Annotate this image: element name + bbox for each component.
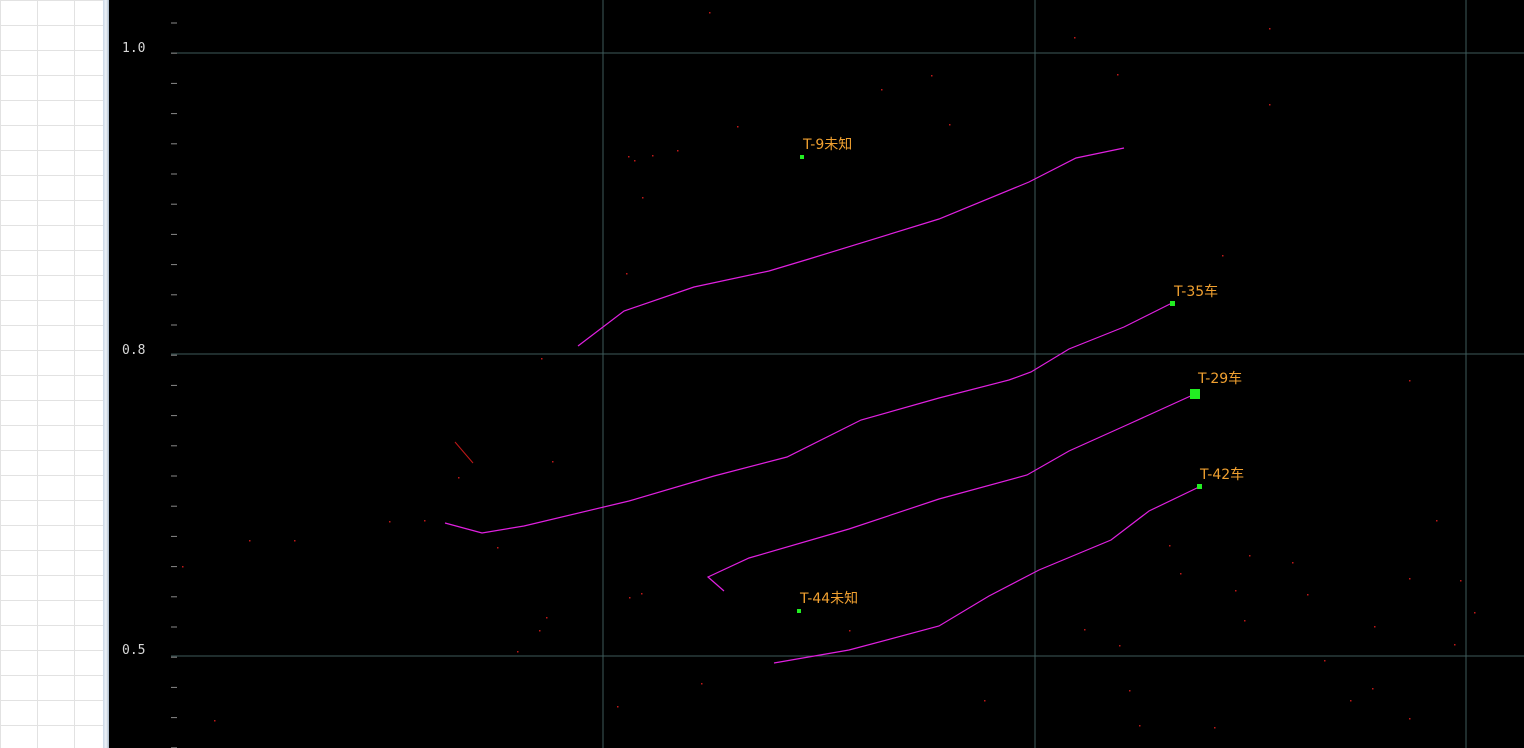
target-label-t29[interactable]: T-29车 [1197, 370, 1242, 387]
clutter-dot [1307, 594, 1309, 596]
clutter-dot [1249, 555, 1251, 557]
target-marker-t42[interactable] [1197, 484, 1202, 489]
clutter-dot [1117, 74, 1119, 76]
clutter-dot [701, 683, 703, 685]
clutter-dot [1222, 255, 1224, 257]
clutter-dot [1454, 644, 1456, 646]
y-tick-label: 0.8 [122, 343, 145, 358]
target-marker-t35[interactable] [1170, 301, 1175, 306]
clutter-dot [1269, 28, 1271, 30]
clutter-dot [1350, 700, 1352, 702]
target-label-t44[interactable]: T-44未知 [799, 590, 858, 607]
clutter-dot [626, 273, 628, 275]
clutter-dot [1436, 520, 1438, 522]
clutter-dot [737, 126, 739, 128]
clutter-dot [617, 706, 619, 708]
clutter-dot [949, 124, 951, 126]
clutter-dot [458, 477, 460, 479]
clutter-dot [1409, 578, 1411, 580]
clutter-dot [1214, 727, 1216, 729]
y-axis-minor-ticks [171, 22, 177, 748]
clutter-dot [1324, 660, 1326, 662]
target-label-t9[interactable]: T-9未知 [802, 136, 852, 153]
clutter-dot [709, 12, 711, 14]
radar-canvas[interactable]: 1.0 0.8 0.5 T-9未知 T-35车 T-29车 T-42车 T-44… [109, 0, 1524, 748]
clutter-dot [539, 630, 541, 632]
clutter-dot [1409, 718, 1411, 720]
target-label-t35[interactable]: T-35车 [1173, 283, 1218, 300]
clutter-dot [424, 520, 426, 522]
clutter-dot [1460, 580, 1462, 582]
clutter-dot [1180, 573, 1182, 575]
radar-clutter [182, 12, 1476, 729]
clutter-dot [931, 75, 933, 77]
track-trail-t9 [577, 147, 1125, 347]
target-marker-t29[interactable] [1190, 389, 1200, 399]
clutter-dot [1084, 629, 1086, 631]
clutter-dot [1074, 37, 1076, 39]
clutter-dot [541, 358, 543, 360]
target-marker-t9[interactable] [800, 155, 804, 159]
clutter-dot [1474, 612, 1476, 614]
clutter-dot [641, 593, 643, 595]
clutter-dot [1292, 562, 1294, 564]
clutter-dot [629, 597, 631, 599]
clutter-dot [652, 155, 654, 157]
clutter-dot [546, 617, 548, 619]
clutter-dot [294, 540, 296, 542]
clutter-dot [881, 89, 883, 91]
clutter-dot [1244, 620, 1246, 622]
clutter-dot [1374, 626, 1376, 628]
clutter-dot [849, 630, 851, 632]
clutter-dot [182, 566, 184, 568]
clutter-dot [1129, 690, 1131, 692]
radar-plot[interactable]: 1.0 0.8 0.5 T-9未知 T-35车 T-29车 T-42车 T-44… [109, 0, 1524, 748]
y-tick-label: 0.5 [122, 643, 145, 658]
spreadsheet-panel [0, 0, 103, 748]
clutter-dot [634, 160, 636, 162]
clutter-dot [517, 651, 519, 653]
clutter-dot [1372, 688, 1374, 690]
track-trail-t35 [444, 302, 1173, 534]
clutter-dot [642, 197, 644, 199]
clutter-dot [1235, 590, 1237, 592]
clutter-dot [389, 521, 391, 523]
y-tick-label: 1.0 [122, 41, 145, 56]
clutter-dot [1409, 380, 1411, 382]
track-trail-t42 [773, 486, 1200, 664]
clutter-dot [214, 720, 216, 722]
clutter-dot [677, 150, 679, 152]
target-label-t42[interactable]: T-42车 [1199, 466, 1244, 483]
clutter-dot [628, 156, 630, 158]
clutter-dot [249, 540, 251, 542]
clutter-dot [1139, 725, 1141, 727]
clutter-dot [1269, 104, 1271, 106]
panel-splitter[interactable] [103, 0, 109, 748]
clutter-dot [552, 461, 554, 463]
clutter-dot [1119, 645, 1121, 647]
clutter-dot [984, 700, 986, 702]
clutter-streak [454, 441, 474, 464]
clutter-dot [1169, 545, 1171, 547]
track-trail-t29 [706, 393, 1196, 592]
target-marker-t44[interactable] [797, 609, 801, 613]
clutter-dot [497, 547, 499, 549]
